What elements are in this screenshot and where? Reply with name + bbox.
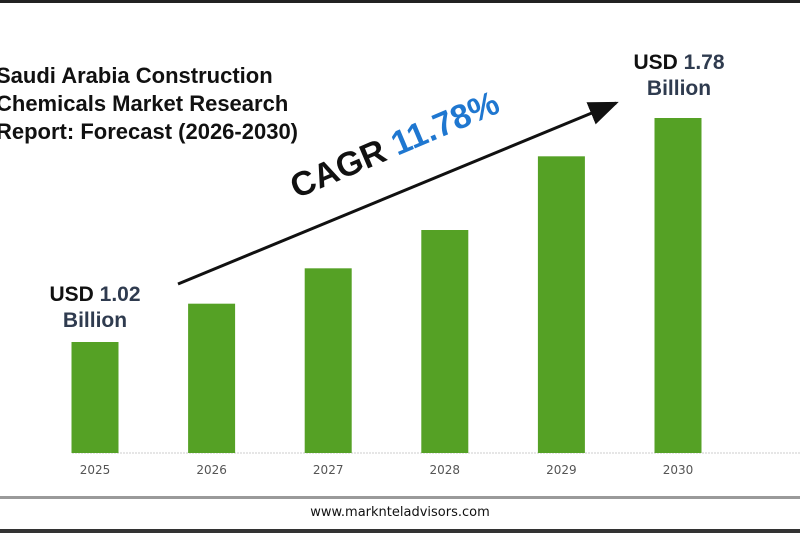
x-tick-label: 2025 (80, 463, 111, 477)
bottom-border (0, 529, 800, 533)
x-tick-label: 2026 (196, 463, 227, 477)
bars-group (71, 118, 702, 453)
x-tick-label: 2028 (430, 463, 461, 477)
end-suffix: Billion (646, 77, 712, 100)
growth-arrow (177, 101, 619, 286)
footer-divider (0, 496, 800, 499)
footer-url: www.marknteladvisors.com (310, 505, 490, 520)
x-tick-label: 2029 (546, 463, 577, 477)
start-value: 1.02 (99, 283, 141, 306)
bar-2027 (304, 268, 352, 453)
start-suffix: Billion (62, 309, 128, 332)
end-value-label: USD 1.78 Billion (609, 50, 749, 102)
x-tick-label: 2030 (663, 463, 694, 477)
x-ticks-group: 2025 2026 2027 2028 2029 2030 (80, 463, 694, 477)
chart-title: Saudi Arabia Construction Chemicals Mark… (0, 63, 299, 144)
x-tick-label: 2027 (313, 463, 344, 477)
end-value: 1.78 (683, 51, 725, 74)
bar-2026 (188, 303, 236, 453)
end-prefix: USD (633, 51, 678, 74)
bar-2025 (71, 342, 119, 453)
bar-2029 (537, 156, 585, 453)
start-value-label: USD 1.02 Billion (25, 282, 165, 334)
top-border (0, 0, 800, 3)
bar-2028 (421, 230, 469, 453)
start-prefix: USD (49, 283, 94, 306)
bar-2030 (654, 118, 702, 453)
